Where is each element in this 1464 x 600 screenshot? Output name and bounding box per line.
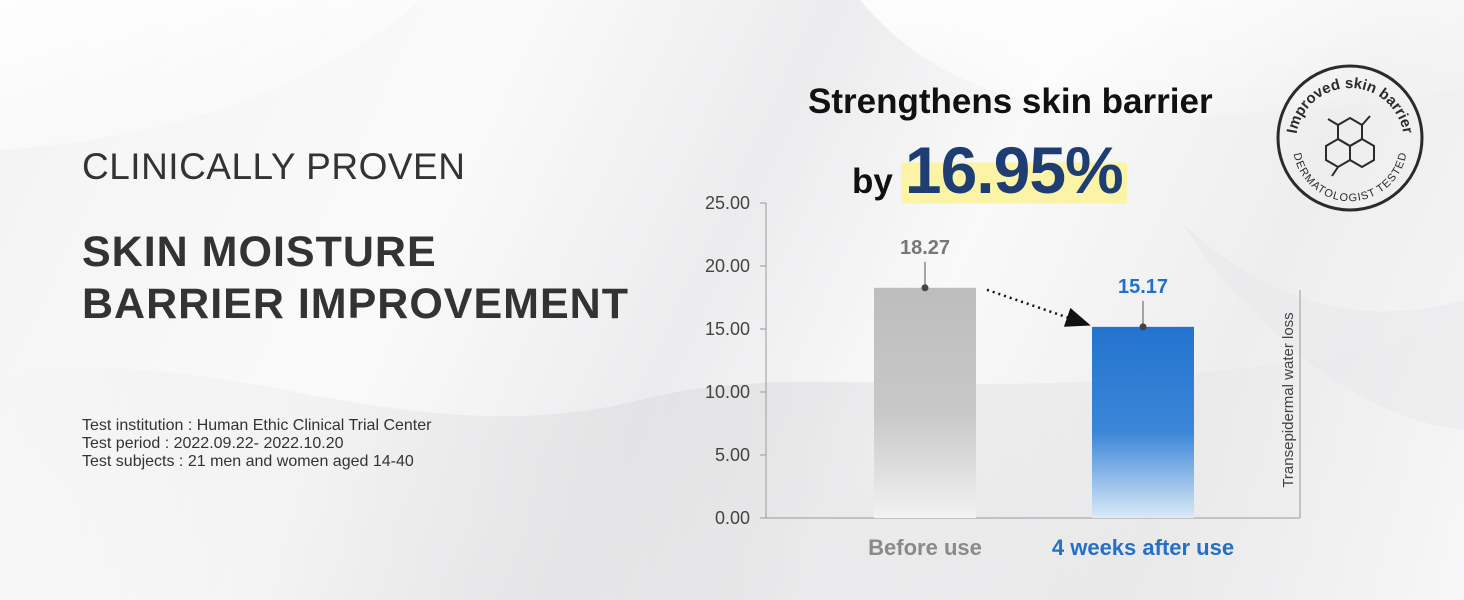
by-word: by — [852, 162, 893, 201]
page-title: SKIN MOISTURE BARRIER IMPROVEMENT — [82, 226, 629, 330]
title-line-1: SKIN MOISTURE — [82, 228, 437, 276]
x-tick-label: 4 weeks after use — [1052, 535, 1234, 560]
y-tick-label: 25.00 — [705, 193, 750, 213]
value-label: 15.17 — [1118, 276, 1168, 298]
decrease-arrow — [986, 288, 1091, 327]
y-tick-label: 5.00 — [715, 445, 750, 465]
molecule-icon — [1325, 115, 1375, 177]
test-info: Test institution : Human Ethic Clinical … — [82, 417, 431, 471]
value-labels: 18.27 15.17 — [900, 237, 1168, 331]
subtitle: CLINICALLY PROVEN — [82, 146, 466, 187]
value-marker — [1139, 323, 1147, 331]
dermatologist-tested-seal: Improved skin barrier DERMATOLOGIST TEST… — [1276, 64, 1424, 212]
y-tick-label: 15.00 — [705, 319, 750, 339]
value-label: 18.27 — [900, 237, 950, 259]
y-axis-label: Transepidermal water loss — [1280, 312, 1297, 487]
y-tick-label: 0.00 — [715, 508, 750, 528]
bar-after — [1092, 326, 1194, 518]
test-institution: Test institution : Human Ethic Clinical … — [82, 417, 432, 434]
title-line-2: BARRIER IMPROVEMENT — [82, 280, 629, 328]
chart-frame — [765, 203, 1301, 519]
x-tick-label: Before use — [868, 535, 982, 560]
bar-before — [874, 287, 976, 518]
test-period: Test period : 2022.09.22- 2022.10.20 — [82, 435, 344, 452]
y-axis: 0.00 5.00 10.00 15.00 20.00 25.00 — [705, 193, 766, 528]
improvement-percent: 16.95% — [900, 132, 1127, 208]
value-marker — [921, 284, 929, 292]
seal-ring — [1276, 64, 1424, 212]
y-tick-label: 20.00 — [705, 256, 750, 276]
test-subjects: Test subjects : 21 men and women aged 14… — [82, 453, 414, 470]
y-tick-label: 10.00 — [705, 382, 750, 402]
headline: Strengthens skin barrier — [808, 82, 1213, 121]
improvement-line: by 16.95% — [852, 132, 1127, 208]
x-axis-labels: Before use 4 weeks after use — [868, 535, 1234, 560]
bars — [874, 287, 1194, 518]
